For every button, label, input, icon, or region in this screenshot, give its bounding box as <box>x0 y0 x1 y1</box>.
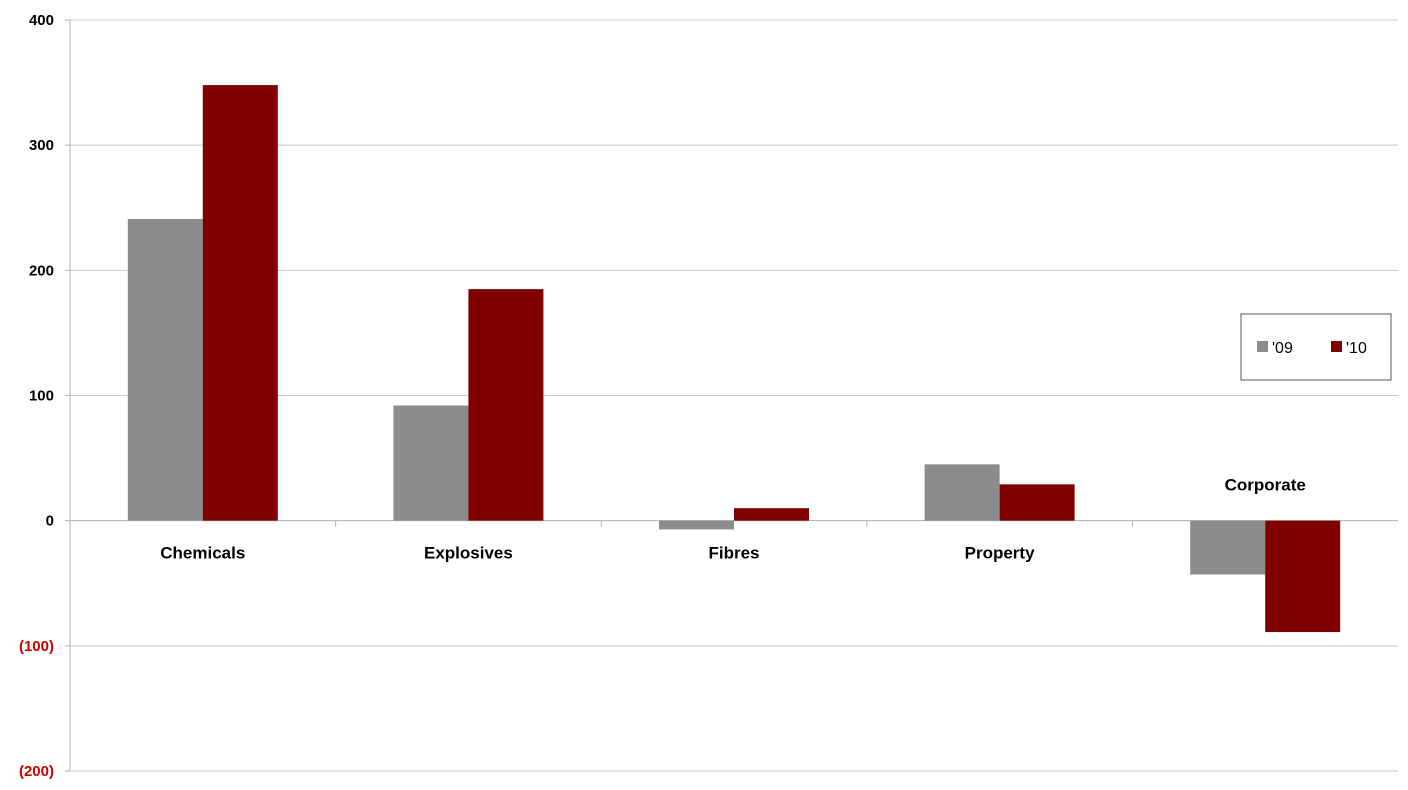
y-tick-label: 0 <box>46 513 54 530</box>
bar-corporate-0 <box>1190 520 1266 575</box>
legend-label: '10 <box>1346 340 1367 357</box>
y-tick-label: (200) <box>19 763 54 780</box>
bars <box>127 85 1341 633</box>
category-label: Corporate <box>1225 476 1306 495</box>
bar-fibres-1 <box>734 508 809 521</box>
bar-fibres-0 <box>659 520 734 530</box>
y-tick-label: 100 <box>29 388 54 405</box>
bar-chemicals-1 <box>202 85 278 521</box>
bar-property-0 <box>924 464 1000 521</box>
bar-property-1 <box>999 484 1075 521</box>
bar-explosives-1 <box>468 289 544 521</box>
y-tick-label: 400 <box>29 12 54 29</box>
legend-swatch <box>1331 341 1342 352</box>
bar-corporate-1 <box>1265 520 1341 633</box>
category-label: Explosives <box>424 544 513 563</box>
legend-swatch <box>1257 341 1268 352</box>
category-label: Property <box>965 544 1035 563</box>
y-tick-label: 200 <box>29 262 54 279</box>
category-labels: Chemicals Explosives Fibres Property Corpora… <box>160 476 1306 563</box>
gridlines <box>70 19 1398 772</box>
bar-chemicals-0 <box>127 219 203 521</box>
legend-label: '09 <box>1272 340 1293 357</box>
y-tick-label: (100) <box>19 638 54 655</box>
bar-explosives-0 <box>393 405 469 521</box>
category-label: Fibres <box>708 544 759 563</box>
y-tick-label: 300 <box>29 137 54 154</box>
y-axis-ticks: 400 300 200 100 0 (100) (200) <box>19 12 54 780</box>
category-label: Chemicals <box>160 544 245 563</box>
legend: '09 '10 <box>1240 313 1392 381</box>
